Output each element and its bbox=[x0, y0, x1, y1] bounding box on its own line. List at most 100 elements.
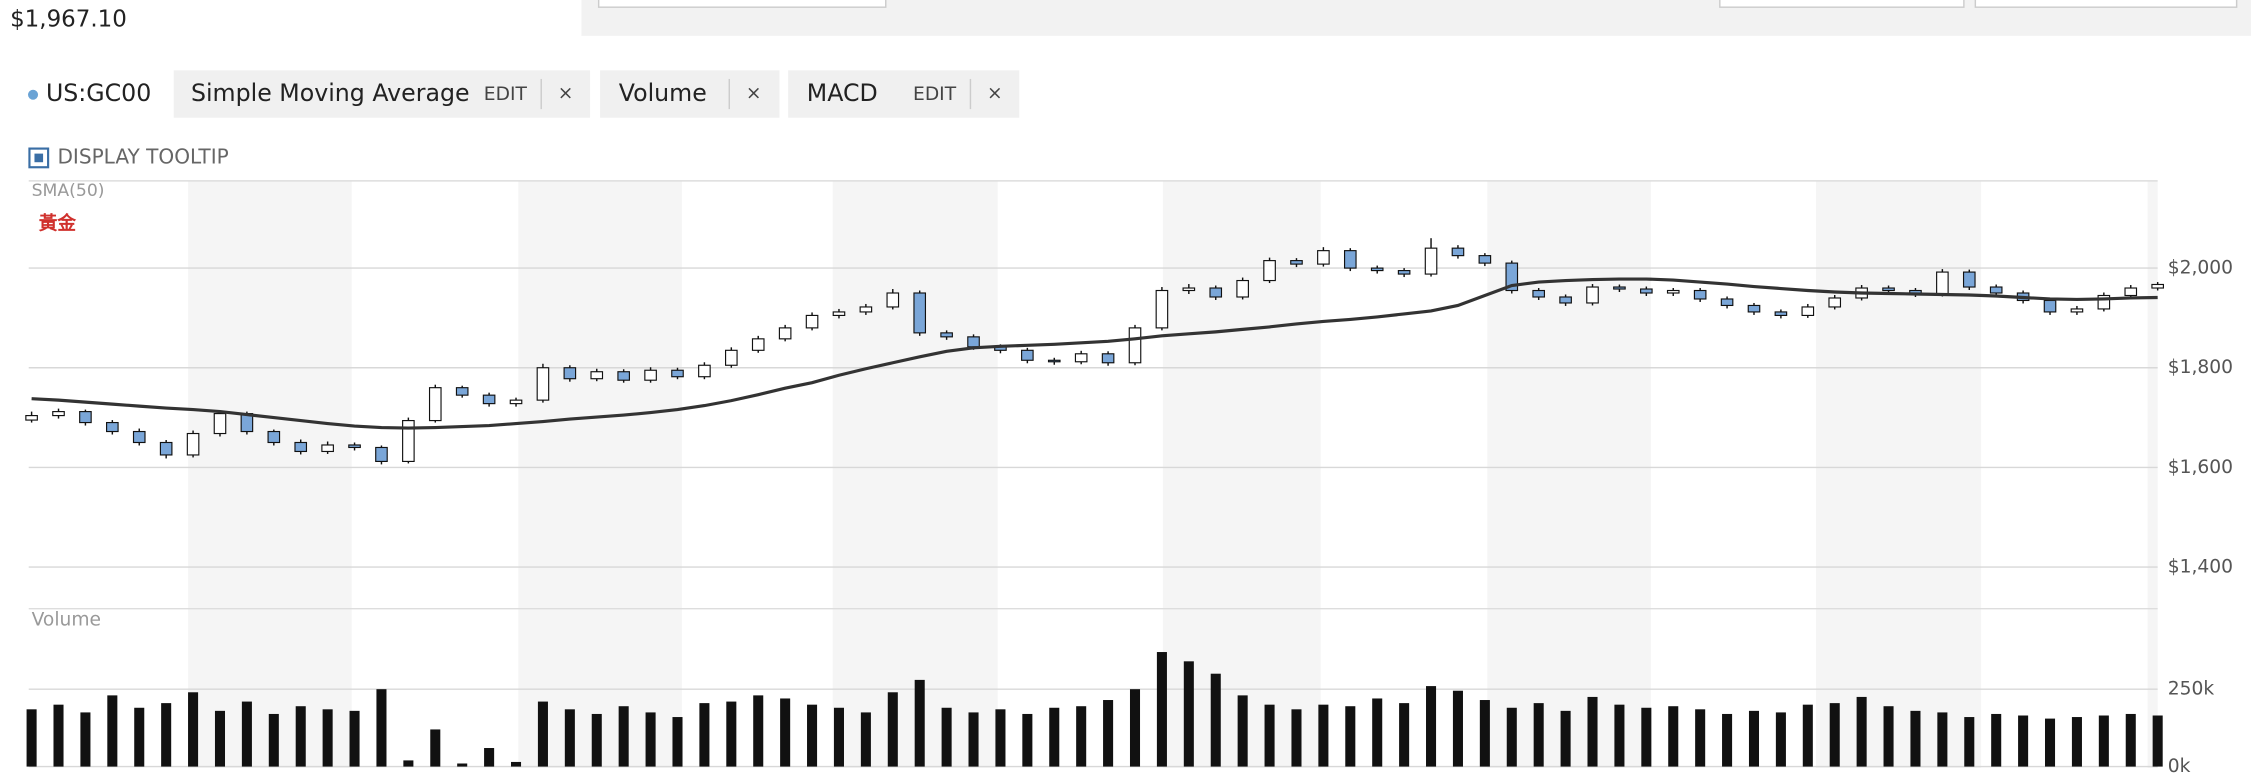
volume-bar bbox=[457, 763, 468, 767]
volume-bar bbox=[1937, 712, 1948, 767]
volume-bar bbox=[1991, 713, 2002, 767]
candle-body bbox=[1747, 304, 1761, 313]
candle-body bbox=[402, 419, 415, 463]
volume-bar bbox=[1506, 707, 1517, 767]
candle-body bbox=[617, 371, 630, 381]
chip-close[interactable]: × bbox=[987, 83, 1003, 104]
volume-bar bbox=[53, 704, 64, 767]
candle-body bbox=[1559, 296, 1572, 304]
volume-bar bbox=[1533, 703, 1544, 767]
volume-bar bbox=[1856, 696, 1867, 767]
symbol[interactable]: US:GC00 bbox=[46, 79, 151, 107]
volume-bar bbox=[2071, 717, 2082, 767]
annotation: 黃金 bbox=[38, 212, 77, 234]
volume-bar bbox=[2018, 715, 2029, 767]
candle-body bbox=[79, 411, 92, 424]
candle-body bbox=[1586, 286, 1599, 304]
candle-body bbox=[186, 432, 200, 456]
input-box[interactable] bbox=[597, 0, 887, 8]
volume-bar bbox=[1049, 707, 1060, 767]
candle-body bbox=[1478, 255, 1492, 264]
candle-body bbox=[832, 311, 846, 316]
candle-body bbox=[348, 444, 361, 449]
volume-bar bbox=[1076, 706, 1087, 767]
candle-body bbox=[590, 371, 604, 380]
candle-body bbox=[1047, 359, 1061, 363]
candle-body bbox=[1074, 353, 1088, 363]
chip-close[interactable]: × bbox=[746, 83, 762, 104]
candle-body bbox=[267, 430, 281, 444]
volume-bar bbox=[1641, 707, 1652, 767]
volume-bar bbox=[484, 748, 495, 767]
volume-bar bbox=[860, 712, 871, 767]
volume-bar bbox=[1156, 652, 1167, 767]
volume-bar bbox=[1183, 661, 1194, 767]
candle-body bbox=[1801, 306, 1815, 316]
candle-body bbox=[671, 369, 684, 378]
candle-body bbox=[1182, 287, 1196, 292]
volume-bar bbox=[161, 703, 172, 767]
chip-edit[interactable]: EDIT bbox=[484, 84, 528, 105]
volume-bar bbox=[941, 707, 952, 767]
volume-bar bbox=[1318, 704, 1329, 767]
candle-body bbox=[52, 411, 65, 417]
candle-body bbox=[859, 306, 873, 313]
month-bands bbox=[188, 180, 2158, 769]
candle-body bbox=[778, 327, 792, 340]
volume-bar bbox=[1291, 709, 1302, 767]
volume-bar bbox=[107, 695, 118, 767]
volume-bar bbox=[80, 712, 91, 767]
candle-body bbox=[1936, 271, 1949, 295]
chip-close[interactable]: × bbox=[558, 83, 574, 104]
candle-body bbox=[159, 441, 173, 456]
volume-bar bbox=[753, 695, 764, 767]
candle-body bbox=[375, 446, 388, 463]
volume-bar bbox=[1452, 690, 1463, 767]
candle-body bbox=[482, 394, 496, 405]
volume-bar bbox=[672, 717, 683, 767]
volume-bar bbox=[1587, 696, 1598, 767]
volume-bar bbox=[1910, 710, 1921, 767]
y-tick-label: 250k bbox=[2168, 679, 2215, 700]
volume-bar bbox=[268, 713, 279, 767]
volume-bar bbox=[1695, 709, 1706, 767]
volume-bar bbox=[1775, 712, 1786, 767]
input-box[interactable] bbox=[1719, 0, 1965, 8]
candle-body bbox=[1451, 247, 1465, 257]
input-box[interactable] bbox=[1974, 0, 2238, 8]
volume-bar bbox=[807, 704, 818, 767]
sma-line bbox=[31, 277, 2158, 430]
volume-bar bbox=[1399, 703, 1410, 767]
candle-body bbox=[1128, 327, 1142, 364]
volume-bar bbox=[1264, 704, 1275, 767]
y-tick-label: $2,000 bbox=[2168, 258, 2233, 279]
volume-bar bbox=[1614, 704, 1625, 767]
y-tick-label: $1,800 bbox=[2168, 357, 2233, 378]
chip bbox=[788, 70, 1020, 118]
volume-bar bbox=[349, 710, 360, 767]
candle-body bbox=[509, 399, 523, 405]
candle-body bbox=[2124, 287, 2138, 297]
chip bbox=[173, 70, 591, 118]
chip-name: Simple Moving Average bbox=[191, 79, 470, 107]
volume-bar bbox=[430, 729, 441, 767]
chip-edit[interactable]: EDIT bbox=[913, 84, 957, 105]
candle-body bbox=[751, 338, 765, 351]
candle-body bbox=[1236, 279, 1249, 298]
volume-bar bbox=[1802, 704, 1813, 767]
candle-body bbox=[1370, 267, 1384, 272]
volume-bar bbox=[645, 712, 656, 767]
volume-bar bbox=[1883, 706, 1894, 767]
candle-body bbox=[536, 367, 550, 401]
volume-bar bbox=[1210, 673, 1221, 767]
tooltip-toggle[interactable]: DISPLAY TOOLTIP bbox=[57, 144, 228, 168]
candle-body bbox=[1424, 247, 1438, 275]
volume-bar bbox=[1964, 717, 1975, 767]
candle-body bbox=[1666, 289, 1680, 294]
volume-bar bbox=[1426, 686, 1437, 767]
candle-body bbox=[428, 387, 442, 422]
candle-body bbox=[940, 332, 953, 338]
volume-bar bbox=[1668, 706, 1679, 767]
